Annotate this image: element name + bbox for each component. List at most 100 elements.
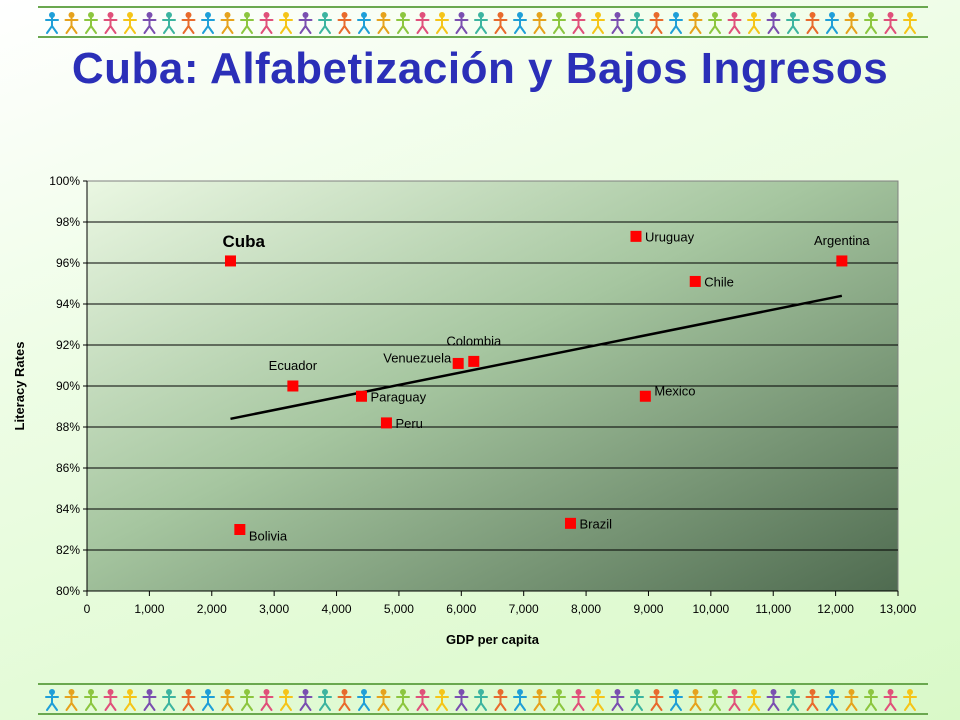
stick-figure-icon: [123, 12, 137, 34]
figure-head: [244, 12, 250, 18]
stick-figure-icon: [883, 12, 898, 34]
figure-leg: [143, 25, 151, 34]
figure-leg: [363, 25, 370, 34]
figure-head: [595, 12, 601, 18]
figure-leg: [514, 702, 521, 711]
figure-head: [146, 12, 153, 18]
point-marker-cuba: [224, 255, 236, 267]
stick-figure-icon: [318, 689, 332, 711]
figure-leg: [772, 702, 780, 711]
stick-figure-icon: [142, 689, 157, 711]
stick-figure-icon: [318, 12, 332, 34]
stick-figure-icon: [259, 12, 274, 34]
figure-leg: [202, 702, 209, 711]
y-tick-label: 94%: [56, 297, 80, 311]
stick-figure-icon: [240, 12, 254, 34]
stick-figure-icon: [883, 689, 898, 711]
x-tick-label: 8,000: [571, 602, 601, 616]
figure-leg: [221, 25, 229, 34]
point-label-peru: Peru: [395, 416, 422, 431]
figure-leg: [382, 25, 390, 34]
figure-head: [361, 689, 367, 695]
figure-head: [283, 689, 289, 695]
stick-figure-icon: [903, 689, 917, 711]
figure-leg: [265, 702, 273, 711]
figure-head: [224, 12, 231, 18]
figure-head: [166, 12, 172, 18]
figure-leg: [494, 25, 502, 34]
x-tick-label: 3,000: [259, 602, 289, 616]
figure-leg: [241, 25, 248, 34]
figure-leg: [616, 702, 624, 711]
figure-head: [809, 12, 816, 18]
figure-leg: [260, 25, 268, 34]
figure-leg: [806, 702, 814, 711]
figure-leg: [85, 25, 92, 34]
stick-figure-icon: [571, 689, 586, 711]
figure-head: [653, 12, 660, 18]
stick-figure-icon: [376, 12, 391, 34]
figure-leg: [304, 702, 312, 711]
figure-head: [848, 12, 855, 18]
figure-head: [283, 12, 289, 18]
figure-head: [848, 689, 855, 695]
figure-leg: [792, 702, 799, 711]
stick-figure-icon: [220, 689, 235, 711]
stick-figure-icon: [727, 12, 742, 34]
figure-leg: [343, 25, 351, 34]
figure-leg: [753, 25, 760, 34]
figure-leg: [787, 25, 794, 34]
stick-figure-icon: [825, 689, 839, 711]
figure-head: [536, 689, 543, 695]
figure-head: [887, 12, 894, 18]
figure-leg: [826, 25, 833, 34]
stick-figure-icon: [474, 689, 488, 711]
y-tick-label: 86%: [56, 461, 80, 475]
figure-head: [205, 689, 211, 695]
figure-head: [556, 689, 562, 695]
figure-head: [575, 12, 582, 18]
figure-leg: [397, 25, 404, 34]
stick-figure-icon: [552, 689, 566, 711]
data-points: Cuba Bolivia Ecuador Paraguay Peru Venuezuela…: [222, 229, 870, 543]
stick-figure-icon: [708, 12, 722, 34]
figure-head: [224, 689, 231, 695]
figure-leg: [611, 702, 619, 711]
figure-leg: [343, 702, 351, 711]
figure-leg: [850, 702, 858, 711]
figure-head: [263, 689, 270, 695]
figure-leg: [324, 702, 331, 711]
figure-head: [478, 12, 484, 18]
stick-figure-icon: [727, 689, 742, 711]
x-tick-label: 12,000: [817, 602, 854, 616]
figure-leg: [592, 702, 599, 711]
figure-leg: [90, 25, 97, 34]
x-tick-label: 10,000: [692, 602, 729, 616]
figure-head: [458, 12, 465, 18]
figure-leg: [441, 25, 448, 34]
stick-figure-icon: [240, 689, 254, 711]
figure-head: [302, 12, 309, 18]
figure-leg: [265, 25, 273, 34]
figure-leg: [850, 25, 858, 34]
axes: 80% 82% 84% 86% 88% 90% 92% 94% 96% 98% 100% 0 1,000…: [49, 174, 916, 616]
point-label-bolivia: Bolivia: [249, 529, 288, 544]
y-tick-label: 100%: [49, 174, 80, 188]
figure-leg: [675, 25, 682, 34]
stick-figure-icon: [513, 689, 527, 711]
figure-leg: [168, 25, 175, 34]
figure-head: [692, 689, 699, 695]
figure-leg: [553, 702, 560, 711]
y-tick-label: 96%: [56, 256, 80, 270]
figure-leg: [455, 25, 463, 34]
stick-figure-icon: [454, 689, 469, 711]
y-tick-label: 80%: [56, 584, 80, 598]
point-label-colombia: Colombia: [446, 333, 502, 348]
stick-figure-icon: [279, 12, 293, 34]
stick-figure-icon: [298, 12, 313, 34]
x-tick-label: 0: [84, 602, 91, 616]
figure-leg: [402, 702, 409, 711]
stick-figure-icon: [844, 689, 859, 711]
figure-leg: [124, 25, 131, 34]
stick-figure-icon: [123, 689, 137, 711]
